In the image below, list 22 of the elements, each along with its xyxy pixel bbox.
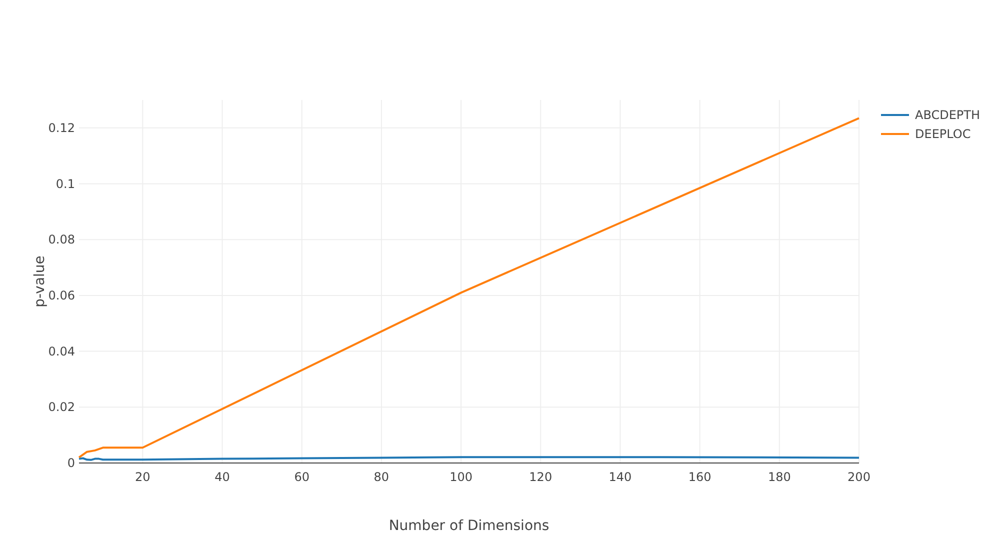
x-tick-label: 160 (688, 470, 712, 484)
x-tick-label: 200 (848, 470, 870, 484)
y-tick-label: 0 (67, 456, 75, 470)
x-tick-label: 20 (135, 470, 150, 484)
y-tick-label: 0.1 (56, 176, 75, 191)
x-tick-label: 140 (608, 470, 632, 484)
x-tick-label: 40 (214, 470, 230, 484)
y-tick-label: 0.04 (48, 344, 75, 358)
legend-label: ABCDEPTH (915, 108, 980, 122)
x-tick-label: 100 (450, 470, 472, 484)
x-tick-label: 60 (294, 470, 310, 484)
legend-label: DEEPLOC (915, 127, 971, 141)
y-tick-label: 0.08 (48, 232, 75, 247)
y-tick-label: 0.02 (48, 400, 75, 414)
y-axis-title: p-value (32, 256, 48, 308)
line-series (78, 117, 860, 458)
x-tick-label: 120 (529, 470, 552, 484)
y-tick-label: 0.06 (48, 288, 75, 302)
x-tick-label: 80 (374, 470, 390, 484)
y-tick-label: 0.12 (48, 120, 75, 135)
x-axis-title: Number of Dimensions (388, 518, 550, 534)
x-tick-label: 180 (768, 470, 791, 484)
